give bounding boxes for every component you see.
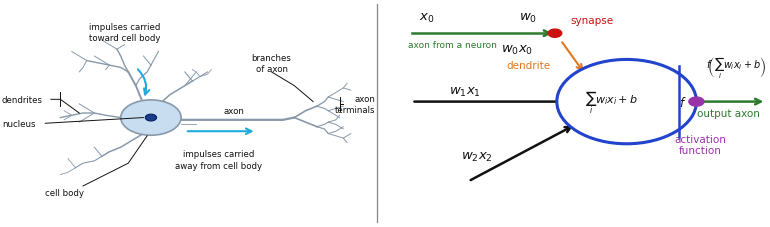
Text: $f\!\left(\sum_i w_i x_i + b\right)$: $f\!\left(\sum_i w_i x_i + b\right)$ <box>706 55 766 81</box>
Circle shape <box>557 60 696 144</box>
Text: synapse: synapse <box>570 15 613 25</box>
Circle shape <box>548 30 562 38</box>
Circle shape <box>689 98 704 107</box>
Text: $w_0$: $w_0$ <box>520 12 537 25</box>
Text: $w_1x_1$: $w_1x_1$ <box>450 85 481 99</box>
Text: branches
of axon: branches of axon <box>252 54 292 74</box>
Text: activation
function: activation function <box>675 134 726 155</box>
Text: $w_0x_0$: $w_0x_0$ <box>501 43 534 57</box>
Text: axon from a neuron: axon from a neuron <box>408 41 497 50</box>
Text: axon
terminals: axon terminals <box>335 94 376 114</box>
Text: impulses carried
toward cell body: impulses carried toward cell body <box>89 23 160 43</box>
Text: dendrites: dendrites <box>2 95 43 104</box>
Text: $x_0$: $x_0$ <box>419 12 434 25</box>
Text: axon: axon <box>223 107 244 116</box>
Circle shape <box>146 115 156 121</box>
Text: impulses carried
away from cell body: impulses carried away from cell body <box>176 150 263 170</box>
Text: $w_2x_2$: $w_2x_2$ <box>460 150 493 163</box>
Text: cell body: cell body <box>595 63 643 73</box>
Text: dendrite: dendrite <box>506 61 550 71</box>
Text: cell body: cell body <box>45 188 84 197</box>
Text: $f$: $f$ <box>679 95 687 109</box>
Text: output axon: output axon <box>697 109 760 118</box>
Text: $\sum_i w_i x_i + b$: $\sum_i w_i x_i + b$ <box>585 89 638 116</box>
Ellipse shape <box>121 100 181 136</box>
Text: nucleus: nucleus <box>2 119 35 128</box>
